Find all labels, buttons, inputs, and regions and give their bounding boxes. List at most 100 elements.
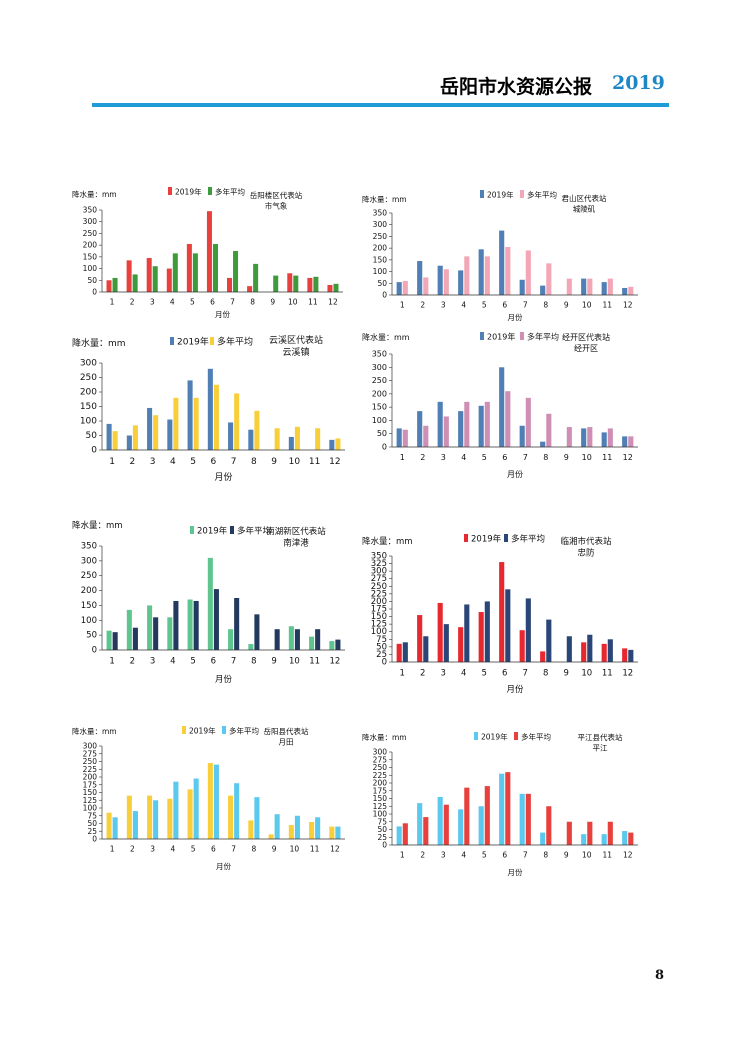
bar-average bbox=[132, 811, 138, 839]
legend: 2019年 多年平均 bbox=[168, 187, 245, 197]
y-tick-label: 100 bbox=[80, 417, 97, 427]
y-tick-label: 225 bbox=[373, 771, 388, 780]
bar-average bbox=[546, 413, 552, 447]
x-tick-label: 2 bbox=[130, 845, 135, 854]
bar-2019 bbox=[601, 643, 607, 662]
y-tick-label: 75 bbox=[87, 811, 97, 820]
bar-average bbox=[607, 639, 613, 662]
bar-average bbox=[132, 627, 138, 650]
station-name: 君山区代表站 bbox=[562, 193, 607, 203]
x-tick-label: 9 bbox=[564, 453, 569, 462]
report-year: 2019 bbox=[612, 72, 665, 94]
y-tick-label: 300 bbox=[371, 567, 387, 577]
x-tick-label: 11 bbox=[602, 669, 613, 679]
bar-2019 bbox=[147, 605, 153, 650]
bar-2019 bbox=[601, 834, 607, 845]
bar-average bbox=[587, 821, 593, 845]
legend-label-2019: 2019年 bbox=[197, 526, 228, 537]
legend-swatch-2019 bbox=[480, 332, 484, 340]
bar-average bbox=[628, 436, 634, 447]
y-tick-label: 200 bbox=[83, 773, 98, 782]
bar-2019 bbox=[207, 368, 213, 450]
legend-swatch-2019 bbox=[190, 526, 194, 534]
bar-average bbox=[193, 397, 199, 450]
x-tick-label: 11 bbox=[602, 301, 612, 310]
bar-average bbox=[273, 275, 279, 292]
bar-2019 bbox=[247, 286, 253, 292]
y-tick-label: 50 bbox=[376, 642, 387, 652]
bar-2019 bbox=[581, 278, 587, 295]
legend-swatch-2019 bbox=[168, 187, 172, 195]
y-tick-label: 100 bbox=[373, 267, 388, 276]
bar-average bbox=[173, 600, 179, 650]
bar-average bbox=[294, 426, 300, 450]
bar-average bbox=[484, 256, 490, 295]
y-tick-label: 300 bbox=[373, 220, 388, 229]
bar-average bbox=[505, 246, 511, 295]
bar-average bbox=[443, 804, 449, 845]
x-tick-label: 11 bbox=[602, 851, 612, 860]
legend-swatch-average bbox=[208, 187, 212, 195]
legend-swatch-average bbox=[222, 726, 226, 734]
x-tick-label: 2 bbox=[130, 457, 136, 467]
bar-average bbox=[464, 256, 470, 295]
x-tick-label: 4 bbox=[170, 298, 175, 307]
x-tick-label: 1 bbox=[109, 657, 114, 667]
y-tick-label: 100 bbox=[373, 810, 388, 819]
y-tick-label: 50 bbox=[86, 431, 98, 441]
legend-label-average: 多年平均 bbox=[217, 336, 253, 348]
x-tick-label: 7 bbox=[231, 845, 236, 854]
bar-2019 bbox=[622, 287, 628, 295]
x-tick-label: 4 bbox=[170, 457, 176, 467]
y-tick-label: 250 bbox=[83, 757, 98, 766]
bar-2019 bbox=[288, 825, 294, 839]
y-tick-label: 0 bbox=[382, 443, 387, 452]
bar-average bbox=[112, 277, 118, 292]
y-tick-label: 50 bbox=[86, 631, 97, 641]
bar-average bbox=[546, 263, 552, 295]
bar-average bbox=[546, 806, 552, 845]
bar-average bbox=[505, 589, 511, 662]
bar-average bbox=[213, 384, 219, 450]
x-tick-label: 2 bbox=[420, 453, 425, 462]
station-site: 城陵矶 bbox=[573, 205, 596, 214]
legend-label-average: 多年平均 bbox=[527, 332, 559, 342]
bar-2019 bbox=[519, 279, 525, 295]
y-tick-label: 200 bbox=[81, 586, 97, 596]
bar-average bbox=[233, 251, 239, 292]
y-tick-label: 175 bbox=[371, 605, 387, 615]
x-tick-label: 10 bbox=[289, 657, 300, 667]
x-tick-label: 3 bbox=[150, 457, 156, 467]
x-tick-label: 2 bbox=[130, 298, 135, 307]
bar-average bbox=[153, 800, 159, 839]
y-tick-label: 125 bbox=[371, 620, 387, 630]
x-tick-label: 7 bbox=[523, 453, 528, 462]
bar-2019 bbox=[126, 609, 132, 650]
y-tick-label: 0 bbox=[91, 446, 97, 456]
bar-2019 bbox=[207, 763, 213, 839]
bar-average bbox=[172, 253, 178, 292]
x-tick-label: 2 bbox=[420, 669, 425, 679]
bar-2019 bbox=[478, 612, 484, 662]
x-tick-label: 6 bbox=[502, 669, 507, 679]
bar-average bbox=[607, 821, 613, 845]
bar-average bbox=[254, 797, 260, 839]
station-site: 忠防 bbox=[577, 548, 595, 559]
bar-average bbox=[193, 778, 199, 839]
x-tick-label: 2 bbox=[420, 851, 425, 860]
x-tick-label: 12 bbox=[623, 453, 633, 462]
bar-2019 bbox=[106, 812, 112, 839]
x-tick-label: 11 bbox=[310, 845, 320, 854]
bar-average bbox=[525, 397, 531, 447]
x-tick-label: 12 bbox=[329, 657, 340, 667]
bar-average bbox=[566, 278, 572, 295]
legend: 2019年 多年平均 bbox=[170, 336, 253, 348]
bar-2019 bbox=[396, 643, 402, 662]
y-tick-label: 200 bbox=[373, 779, 388, 788]
bar-average bbox=[402, 823, 408, 845]
y-tick-label: 250 bbox=[373, 232, 388, 241]
y-tick-label: 100 bbox=[372, 416, 387, 425]
legend-swatch-2019 bbox=[480, 190, 484, 198]
bar-average bbox=[335, 826, 341, 839]
